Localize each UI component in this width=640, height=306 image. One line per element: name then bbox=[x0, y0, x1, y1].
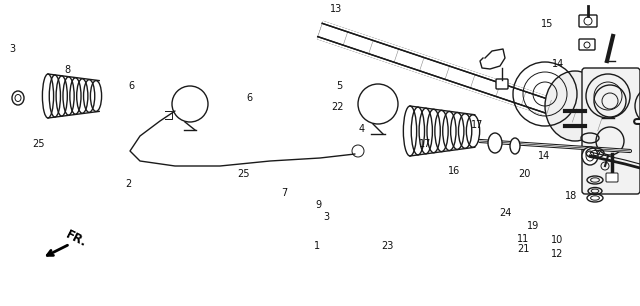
Text: 12: 12 bbox=[550, 249, 563, 259]
Text: 10: 10 bbox=[550, 235, 563, 245]
Polygon shape bbox=[318, 23, 602, 131]
Text: 4: 4 bbox=[358, 124, 365, 133]
FancyBboxPatch shape bbox=[579, 15, 597, 27]
Text: 18: 18 bbox=[564, 191, 577, 201]
Ellipse shape bbox=[510, 138, 520, 154]
Ellipse shape bbox=[488, 133, 502, 153]
Text: 14: 14 bbox=[538, 151, 550, 161]
Text: 19: 19 bbox=[527, 222, 540, 231]
Ellipse shape bbox=[582, 147, 598, 165]
Text: 9: 9 bbox=[316, 200, 322, 210]
Text: 7: 7 bbox=[282, 188, 288, 198]
Text: 14: 14 bbox=[552, 59, 564, 69]
Text: 23: 23 bbox=[381, 241, 394, 251]
Text: 8: 8 bbox=[64, 65, 70, 75]
Text: 6: 6 bbox=[128, 81, 134, 91]
Text: 24: 24 bbox=[499, 208, 512, 218]
Text: 21: 21 bbox=[517, 244, 530, 254]
FancyBboxPatch shape bbox=[496, 79, 508, 89]
FancyBboxPatch shape bbox=[579, 39, 595, 50]
FancyBboxPatch shape bbox=[582, 68, 640, 194]
FancyBboxPatch shape bbox=[606, 173, 618, 182]
Text: 25: 25 bbox=[237, 170, 250, 179]
Text: 22: 22 bbox=[331, 102, 344, 112]
Text: 6: 6 bbox=[246, 93, 253, 103]
Text: 5: 5 bbox=[336, 81, 342, 91]
Text: 11: 11 bbox=[517, 234, 530, 244]
Text: 1: 1 bbox=[314, 241, 320, 251]
Text: 20: 20 bbox=[518, 170, 531, 179]
Text: 13: 13 bbox=[330, 4, 342, 14]
Ellipse shape bbox=[545, 71, 605, 141]
Text: 2: 2 bbox=[125, 179, 131, 188]
Text: FR.: FR. bbox=[64, 229, 90, 250]
Text: 17: 17 bbox=[419, 139, 432, 149]
Text: 15: 15 bbox=[541, 20, 554, 29]
Text: 25: 25 bbox=[32, 139, 45, 149]
Text: 17: 17 bbox=[470, 121, 483, 130]
Text: 16: 16 bbox=[448, 166, 461, 176]
Text: 3: 3 bbox=[10, 44, 16, 54]
Text: 3: 3 bbox=[323, 212, 330, 222]
